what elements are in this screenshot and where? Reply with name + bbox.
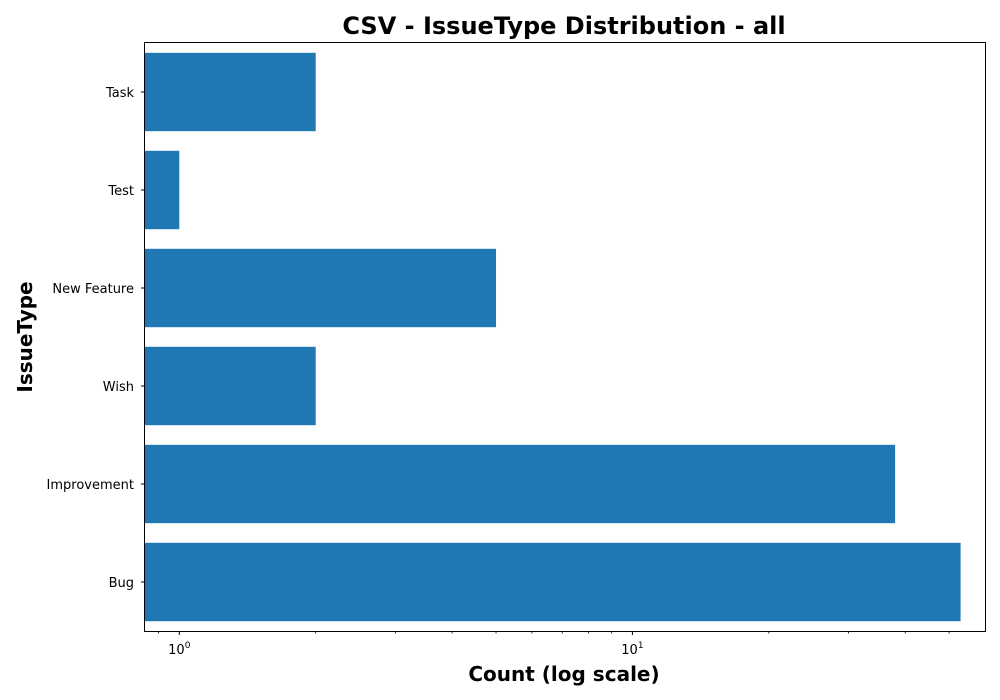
bar-new-feature	[145, 248, 497, 328]
bar-task	[145, 52, 316, 132]
bar-test	[145, 150, 180, 230]
y-tick-label-new-feature: New Feature	[52, 282, 134, 297]
y-tick-label-improvement: Improvement	[47, 478, 134, 493]
bar-bug	[145, 542, 961, 622]
x-tick-label: 101	[621, 641, 643, 658]
x-axis-ticks: 100 101	[158, 631, 950, 658]
y-axis-label: IssueType	[13, 281, 37, 392]
bar-improvement	[145, 444, 896, 524]
x-axis-label: Count (log scale)	[468, 662, 659, 686]
chart-title: CSV - IssueType Distribution - all	[342, 12, 785, 40]
y-axis-ticks: Task Test New Feature Wish Improvement Bug	[47, 86, 145, 591]
y-tick-label-task: Task	[105, 86, 135, 101]
y-tick-label-test: Test	[107, 184, 134, 199]
x-tick-label: 100	[168, 641, 191, 658]
plot-frame	[144, 42, 986, 632]
bar-wish	[145, 346, 316, 426]
bars-layer	[145, 52, 961, 622]
y-tick-label-wish: Wish	[103, 380, 134, 395]
y-tick-label-bug: Bug	[109, 576, 134, 591]
